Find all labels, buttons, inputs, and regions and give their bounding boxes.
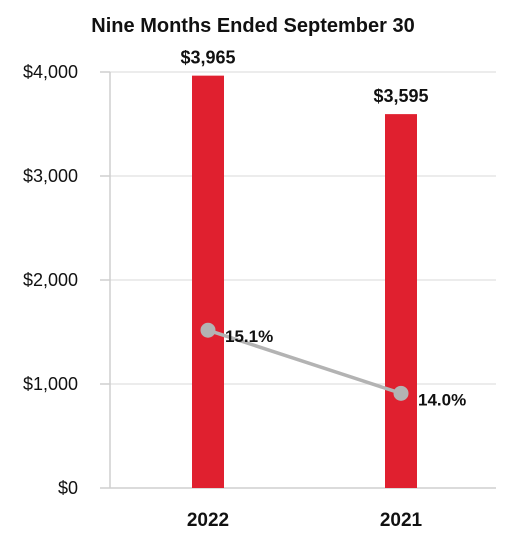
y-tick-label: $1,000 [23,374,78,394]
x-tick-label: 2022 [187,510,229,531]
y-tick-label: $2,000 [23,270,78,290]
line-value-label: 14.0% [418,390,466,409]
bar-value-label: $3,595 [373,86,428,106]
line-point [200,322,216,338]
gridlines [100,71,496,489]
bar [192,75,224,488]
bar-series: $3,965 $3,595 [180,48,429,489]
bar-value-label: $3,965 [180,48,235,68]
line-value-label: 15.1% [225,327,273,346]
x-tick-label: 2021 [380,510,423,531]
bar [385,114,417,489]
line-path [207,328,402,395]
line-series: 15.1% 14.0% [200,322,466,409]
y-axis-tick-labels: $0 $1,000 $2,000 $3,000 $4,000 [23,62,78,498]
y-tick-label: $4,000 [23,62,78,82]
chart-title: Nine Months Ended September 30 [91,15,414,37]
line-point [393,385,409,401]
y-tick-label: $3,000 [23,166,78,186]
x-axis-tick-labels: 2022 2021 [187,510,423,531]
y-tick-label: $0 [58,478,78,498]
